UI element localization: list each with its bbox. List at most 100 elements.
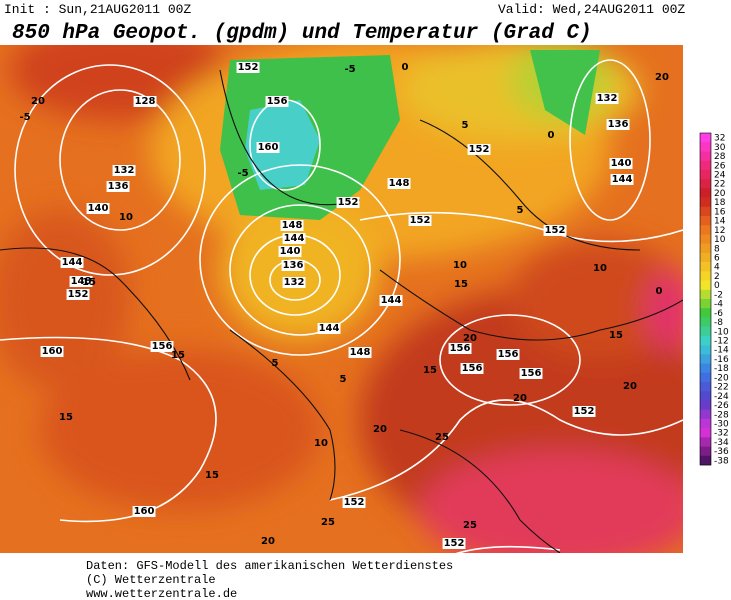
legend-swatch <box>700 418 711 429</box>
legend-swatch <box>700 317 711 327</box>
legend-label: 24 <box>714 171 726 181</box>
contour-label-bg <box>387 178 411 189</box>
geopotential-label: 128 <box>135 96 156 107</box>
contour-label-bg <box>133 96 157 107</box>
legend-label: 22 <box>714 180 725 190</box>
legend-label: -30 <box>714 420 729 430</box>
geopotential-label: 132 <box>284 277 305 288</box>
geopotential-label: 152 <box>344 497 365 508</box>
geopotential-label: 136 <box>108 181 129 192</box>
temperature-label: -5 <box>19 112 30 123</box>
legend-label: 18 <box>714 198 726 208</box>
init-time: Init : Sun,21AUG2011 00Z <box>4 2 191 17</box>
legend-swatch <box>700 455 711 466</box>
legend-swatch <box>700 216 711 226</box>
contour-label-bg <box>460 363 484 374</box>
temperature-label: 15 <box>454 279 468 290</box>
legend-swatch <box>700 179 711 189</box>
geopotential-label: 152 <box>68 289 89 300</box>
geopotential-label: 156 <box>450 343 471 354</box>
legend-label: -18 <box>714 364 729 374</box>
legend-swatch <box>700 133 711 143</box>
legend-label: 4 <box>714 263 720 273</box>
temperature-label: 10 <box>453 260 467 271</box>
legend-label: -12 <box>714 337 729 347</box>
geopotential-label: 144 <box>284 233 305 244</box>
geopotential-label: 160 <box>258 142 279 153</box>
legend-label: -36 <box>714 447 729 457</box>
legend-swatch <box>700 363 711 374</box>
temperature-label: 20 <box>655 72 669 83</box>
contour-label-bg <box>342 497 366 508</box>
legend-swatch <box>700 299 711 309</box>
legend-swatch <box>700 271 711 281</box>
contour-label-bg <box>69 276 93 287</box>
contour-label-bg <box>408 215 432 226</box>
contour-label-bg <box>448 343 472 354</box>
contour-label-bg <box>236 62 260 73</box>
contour-label-bg <box>379 295 403 306</box>
legend-label: 32 <box>714 134 725 144</box>
legend-label: 2 <box>714 272 720 282</box>
legend-label: -4 <box>714 300 723 310</box>
legend-swatch <box>700 289 711 300</box>
footer-line: Daten: GFS-Modell des amerikanischen Wet… <box>86 559 453 573</box>
legend-label: -16 <box>714 355 729 365</box>
valid-time: Valid: Wed,24AUG2011 00Z <box>498 2 685 17</box>
legend-label: -26 <box>714 401 729 411</box>
temperature-label: 5 <box>272 358 279 369</box>
geopotential-label: 144 <box>319 323 340 334</box>
legend-label: -10 <box>714 327 729 337</box>
contour-label-bg <box>278 246 302 257</box>
geopotential-label: 152 <box>410 215 431 226</box>
legend-swatch <box>700 234 711 244</box>
geopotential-label: 136 <box>283 260 304 271</box>
legend-label: 10 <box>714 235 726 245</box>
legend-label: 14 <box>714 217 726 227</box>
geopotential-label: 144 <box>62 257 83 268</box>
footer-line: (C) Wetterzentrale <box>86 573 216 587</box>
legend-frame <box>699 132 712 466</box>
contour-label-bg <box>348 347 372 358</box>
legend-label: -22 <box>714 383 729 393</box>
geopotential-label: 132 <box>597 93 618 104</box>
legend-label: 30 <box>714 143 726 153</box>
legend-swatch <box>700 142 711 152</box>
legend-label: 8 <box>714 244 720 254</box>
footer-line: www.wetterzentrale.de <box>86 587 237 600</box>
legend-swatch <box>700 160 711 171</box>
contour-label-bg <box>595 93 619 104</box>
geopotential-label: 156 <box>521 368 542 379</box>
contour-label-bg <box>66 289 90 300</box>
temperature-label: 20 <box>31 96 45 107</box>
temperature-label: 20 <box>463 333 477 344</box>
legend-swatch <box>700 428 711 438</box>
legend-swatch <box>700 437 711 447</box>
temperature-label: 5 <box>517 205 524 216</box>
legend-swatch <box>700 225 711 235</box>
geopotential-label: 156 <box>267 96 288 107</box>
legend-swatch <box>700 345 711 355</box>
contour-label-bg <box>60 257 84 268</box>
temperature-label: 5 <box>340 374 347 385</box>
temperature-label: 15 <box>59 412 73 423</box>
legend-label: -32 <box>714 429 729 439</box>
contour-label-bg <box>606 119 630 130</box>
contour-label-bg <box>519 368 543 379</box>
geopotential-label: 160 <box>134 506 155 517</box>
legend-swatch <box>700 206 711 217</box>
contour-label-bg <box>132 506 156 517</box>
geopotential-label: 152 <box>444 538 465 549</box>
contour-label-bg <box>86 203 110 214</box>
temperature-label: 20 <box>513 393 527 404</box>
legend-swatch <box>700 151 711 161</box>
geopotential-label: 144 <box>612 174 633 185</box>
temperature-label: 10 <box>314 438 328 449</box>
legend-swatch <box>700 308 711 318</box>
legend-swatch <box>700 409 711 420</box>
map-title: 850 hPa Geopot. (gpdm) und Temperatur (G… <box>12 22 592 45</box>
temperature-label: 10 <box>593 263 607 274</box>
contour-label-bg <box>265 96 289 107</box>
contour-label-bg <box>609 158 633 169</box>
